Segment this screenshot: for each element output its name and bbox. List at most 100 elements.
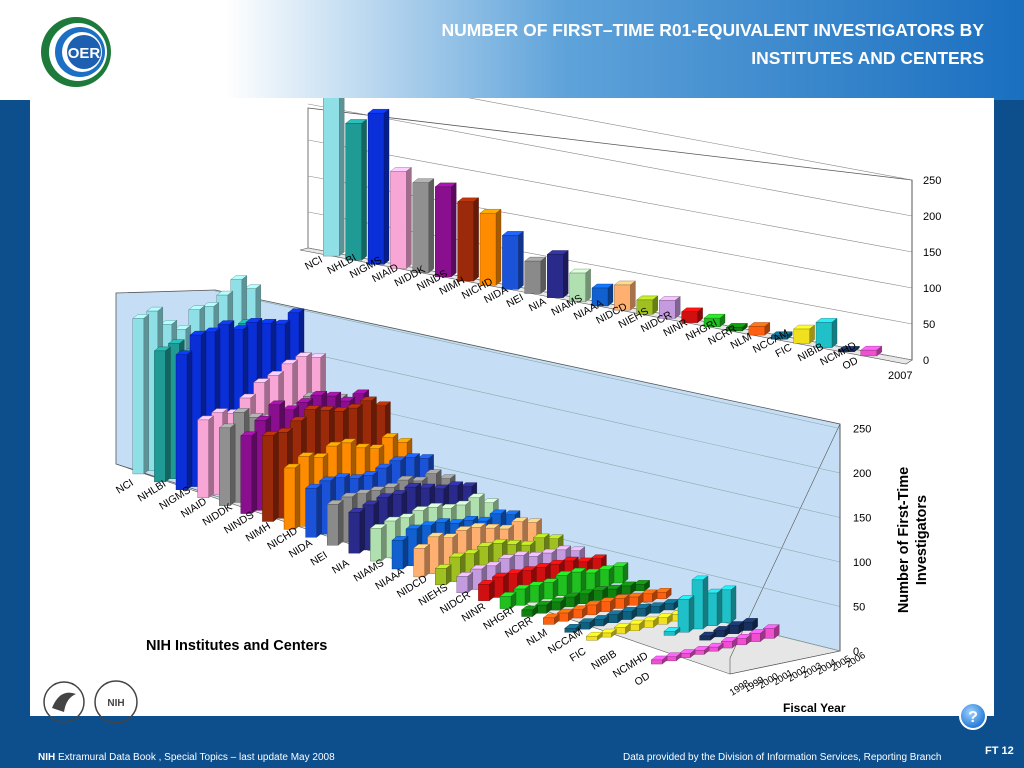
footer-source: NIH Extramural Data Book , Special Topic…: [38, 752, 335, 763]
top-y-tick-label: 100: [923, 283, 941, 295]
bottom-bar: [348, 507, 366, 554]
top-bar: [681, 307, 704, 324]
bottom-bar: [577, 589, 595, 605]
bottom-bar: [650, 655, 668, 665]
seals: NIH: [43, 680, 138, 724]
bottom-year-label: 2006: [844, 650, 868, 671]
bottom-bar: [654, 587, 672, 600]
top-bar: [524, 256, 547, 294]
top-bar: [412, 178, 435, 274]
bottom-bar: [583, 568, 601, 590]
top-bar: [613, 280, 636, 311]
bottom-z-axis-title: Fiscal Year: [783, 701, 846, 715]
bottom-y-tick-label: 200: [853, 468, 871, 480]
bottom-y-tick-label: 150: [853, 513, 871, 525]
footer-nih: NIH: [38, 752, 56, 763]
bottom-bar: [606, 610, 624, 624]
bottom-y-axis-title: Number of First-Time Investigators: [896, 467, 930, 613]
bottom-bar: [578, 618, 596, 630]
bottom-bar: [619, 581, 637, 595]
bottom-bar: [305, 483, 323, 538]
bottom-bar: [597, 565, 615, 587]
bottom-bar: [326, 499, 344, 546]
top-bar: [770, 331, 793, 340]
bottom-bar: [741, 617, 759, 631]
top-bar: [815, 317, 838, 349]
page-number: FT 12: [985, 745, 1014, 757]
bottom-bar: [762, 624, 780, 639]
bottom-bar: [570, 605, 588, 619]
top-bar: [793, 324, 816, 344]
top-bar: [658, 296, 681, 319]
bottom-bar: [434, 564, 452, 586]
bottom-bar: [261, 431, 279, 522]
top-bar: [569, 268, 592, 303]
top-year-label: 2007: [888, 370, 912, 382]
top-category-label: NIA: [527, 296, 548, 315]
bottom-bar: [678, 649, 696, 659]
bottom-bar: [748, 629, 766, 643]
bottom-bar: [611, 562, 629, 584]
top-bar: [725, 322, 748, 332]
bottom-bar: [542, 613, 560, 625]
bottom-category-label: NEI: [308, 549, 329, 568]
top-bar: [860, 345, 883, 357]
title-line-2: INSTITUTES AND CENTERS: [751, 48, 984, 68]
svg-text:NIH: NIH: [107, 698, 124, 709]
top-y-tick-label: 250: [923, 175, 941, 187]
bottom-bar: [598, 597, 616, 613]
bottom-bar: [640, 589, 658, 603]
bottom-bar: [240, 431, 258, 514]
bottom-bar: [491, 572, 509, 598]
bottom-bar: [734, 633, 752, 646]
bottom-bar: [620, 606, 638, 620]
help-button[interactable]: ?: [959, 702, 987, 730]
top-gridline: [307, 139, 913, 253]
bottom-bar: [391, 535, 409, 570]
bottom-bar: [612, 594, 630, 609]
top-bar: [703, 313, 726, 328]
bottom-bar: [599, 628, 617, 638]
bottom-bar: [706, 642, 724, 652]
bottom-bar: [549, 597, 567, 611]
oer-logo-icon: OER: [41, 17, 111, 87]
page-title: NUMBER OF FIRST–TIME R01-EQUIVALENT INVE…: [344, 16, 984, 72]
bottom-bar: [521, 605, 539, 617]
top-bar: [636, 295, 659, 315]
chart-panel: 0 50 100 150 200 250 NCI NHLBI NIGMS NIAID NIDDK NI…: [30, 98, 994, 724]
bottom-bar: [592, 614, 610, 627]
title-line-1: NUMBER OF FIRST–TIME R01-EQUIVALENT INVE…: [441, 20, 984, 40]
bottom-bar: [705, 588, 723, 627]
top-gridline: [307, 103, 913, 217]
bottom-bar: [713, 625, 731, 638]
bottom-bar: [719, 585, 737, 624]
bottom-bar: [132, 313, 150, 475]
bottom-bar: [634, 603, 652, 617]
bottom-bar: [613, 622, 631, 635]
bottom-bar: [626, 592, 644, 606]
svg-text:Number of First-Time: Number of First-Time: [896, 467, 912, 613]
top-category-label: NCI: [303, 254, 325, 273]
bottom-bar: [564, 623, 582, 633]
slide-header: OER NUMBER OF FIRST–TIME R01-EQUIVALENT …: [0, 0, 1024, 100]
top-y-tick-label: 50: [923, 319, 935, 331]
top-bar: [457, 197, 480, 282]
logo-text: OER: [68, 45, 101, 62]
top-bar: [434, 182, 457, 278]
bottom-bar: [541, 578, 559, 600]
bottom-category-label: NLM: [524, 627, 549, 649]
bottom-bar: [663, 626, 681, 636]
bottom-bar: [727, 621, 745, 635]
top-y-tick-label: 200: [923, 211, 941, 223]
bottom-category-label: NCI: [114, 477, 136, 497]
bottom-y-tick-label: 0: [853, 646, 859, 658]
bottom-y-tick-label: 100: [853, 557, 871, 569]
bottom-bar: [197, 415, 215, 499]
bottom-category-label: OD: [632, 670, 652, 689]
bottom-bar: [584, 600, 602, 616]
bottom-bar: [720, 637, 738, 649]
top-bar: [837, 345, 860, 353]
bottom-bar: [556, 608, 574, 622]
bottom-bar: [535, 600, 553, 614]
